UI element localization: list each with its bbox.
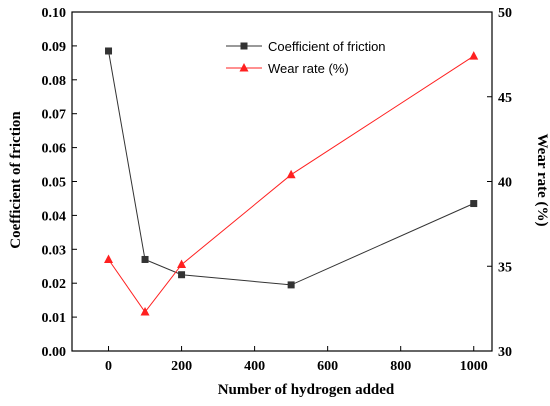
left-tick-label: 0.06: [42, 142, 67, 157]
data-point-wear: [286, 169, 296, 179]
right-y-axis-title: Wear rate (%): [534, 133, 550, 226]
legend-marker-wear: [239, 63, 249, 72]
left-tick-label: 0.00: [42, 345, 67, 360]
right-tick-label: 30: [498, 345, 512, 360]
data-point-wear: [177, 259, 187, 269]
x-tick-label: 200: [171, 359, 192, 374]
left-tick-label: 0.03: [42, 243, 67, 258]
right-tick-label: 50: [498, 6, 512, 21]
data-point-wear: [469, 51, 479, 60]
legend-label-friction: Coefficient of friction: [268, 39, 386, 54]
data-point-friction: [105, 47, 113, 55]
data-point-friction: [470, 200, 478, 208]
data-point-friction: [141, 255, 149, 263]
data-point-friction: [287, 281, 295, 289]
x-tick-label: 1000: [460, 359, 488, 374]
left-tick-label: 0.09: [42, 40, 67, 55]
series-line-friction: [108, 50, 474, 286]
data-point-friction: [178, 271, 186, 279]
right-tick-label: 40: [498, 176, 512, 191]
left-tick-label: 0.05: [42, 176, 67, 191]
legend-marker-friction: [240, 42, 248, 50]
left-tick-label: 0.07: [42, 108, 67, 123]
right-axis: 30 35 40 45 50: [487, 6, 512, 360]
series-layer: [104, 47, 479, 316]
x-tick-label: 600: [317, 359, 338, 374]
right-tick-label: 35: [498, 260, 512, 275]
x-tick-label: 800: [390, 359, 411, 374]
left-tick-label: 0.01: [42, 311, 67, 326]
legend-entry-wear: Wear rate (%): [226, 61, 349, 76]
legend-label-wear: Wear rate (%): [268, 61, 349, 76]
series-line-wear: [108, 55, 474, 313]
bottom-axis: 0 200 400 600 800 1000: [105, 346, 488, 374]
left-y-axis-title: Coefficient of friction: [8, 111, 24, 249]
x-tick-label: 400: [244, 359, 265, 374]
data-point-wear: [140, 307, 150, 316]
x-tick-label: 0: [105, 359, 112, 374]
left-axis: 0.00 0.01 0.02 0.03 0.04 0.05 0.06 0.07 0.08 0.09…: [42, 6, 77, 360]
right-tick-label: 45: [498, 91, 512, 106]
left-tick-label: 0.02: [42, 277, 67, 292]
data-point-wear: [104, 254, 114, 263]
left-tick-label: 0.08: [42, 74, 67, 89]
left-tick-label: 0.10: [42, 6, 67, 21]
legend: Coefficient of friction Wear rate (%): [226, 39, 386, 76]
x-axis-title: Number of hydrogen added: [218, 382, 395, 398]
left-tick-label: 0.04: [42, 209, 67, 224]
legend-entry-friction: Coefficient of friction: [226, 39, 386, 54]
